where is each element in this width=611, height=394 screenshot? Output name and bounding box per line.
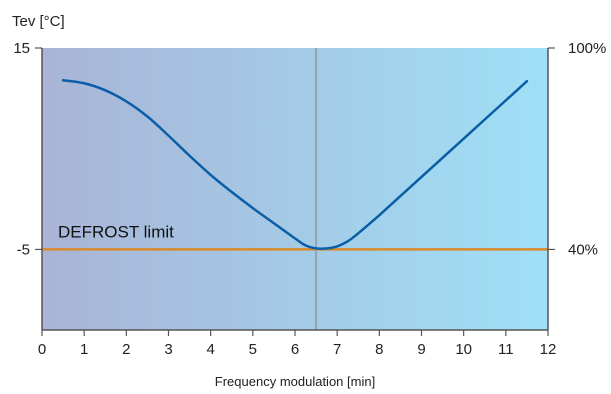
x-tick-label: 5 [249,341,257,358]
x-tick-label: 10 [455,341,472,358]
reference-lines [42,48,548,330]
y-ticks-left: 15 -5 [13,40,42,258]
plot-area [42,48,548,330]
y-tick-label-left: -5 [17,241,30,258]
x-tick-label: 8 [375,341,383,358]
series-group [61,78,529,250]
x-tick-label: 4 [206,341,214,358]
x-axis-title: Frequency modulation [min] [215,374,375,389]
x-tick-label: 2 [122,341,130,358]
y-ticks-right: 100% 40% [548,40,606,258]
x-tick-label: 6 [291,341,299,358]
defrost-limit-label: DEFROST limit [58,222,174,241]
y-tick-label-right: 40% [568,241,598,258]
series-line-0 [61,78,529,250]
x-tick-label: 11 [498,341,514,358]
x-tick-label: 7 [333,341,341,358]
x-tick-label: 1 [80,341,88,358]
y-tick-label-left: 15 [13,40,30,57]
x-ticks: 0 1 2 3 4 5 6 7 8 9 10 11 12 [38,330,557,358]
y-axis-title: Tev [°C] [12,13,65,30]
x-tick-label: 9 [417,341,425,358]
x-tick-label: 12 [540,341,557,358]
x-tick-label: 0 [38,341,46,358]
x-tick-label: 3 [164,341,172,358]
y-tick-label-right: 100% [568,40,606,57]
